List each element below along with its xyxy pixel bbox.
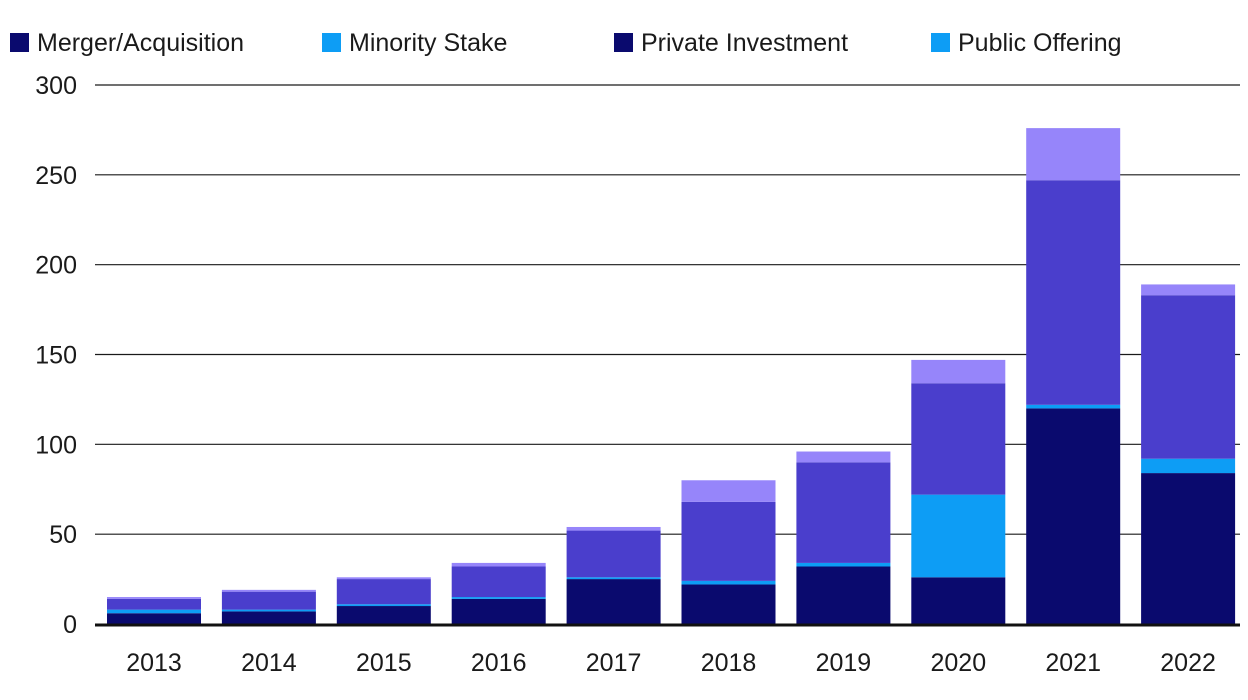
bar-2021-merger-acquisition: [1026, 180, 1121, 405]
bar-2017-merger-acquisition: [566, 530, 661, 578]
x-tick-label-2021: 2021: [1045, 649, 1101, 677]
y-tick-label-150: 150: [35, 342, 77, 370]
bar-2021-public-offering: [1026, 404, 1121, 409]
bar-2013-private-investment: [107, 613, 201, 624]
x-axis-ticks: 2013 2014 2015 2016 2017 2018 2019 2020 2021 2022: [126, 649, 1216, 677]
bar-2017-public-offering: [566, 577, 661, 580]
bar-2016-merger-acquisition: [451, 566, 546, 598]
bar-2019-merger-acquisition: [796, 462, 891, 563]
bar-2022-private-investment: [1141, 473, 1236, 624]
y-tick-label-200: 200: [35, 252, 77, 280]
bar-2018-merger-acquisition: [681, 501, 776, 581]
bar-2019-private-investment: [796, 566, 891, 624]
bar-2018-private-investment: [681, 584, 776, 624]
bar-2021-private-investment: [1026, 408, 1121, 624]
y-tick-label-0: 0: [63, 611, 77, 639]
x-tick-label-2022: 2022: [1160, 649, 1216, 677]
legend-swatch-0: [10, 33, 29, 52]
x-tick-label-2015: 2015: [356, 649, 412, 677]
x-tick-label-2016: 2016: [471, 649, 527, 677]
x-tick-label-2019: 2019: [816, 649, 872, 677]
bar-2017-minority-stake: [566, 526, 661, 531]
bar-2015-public-offering: [336, 604, 431, 607]
legend-swatch-2: [614, 33, 633, 52]
y-tick-label-300: 300: [35, 72, 77, 100]
bar-2020-public-offering: [911, 494, 1006, 578]
bar-2013-public-offering: [107, 609, 201, 614]
x-tick-label-2020: 2020: [930, 649, 986, 677]
legend-swatch-3: [931, 33, 950, 52]
bar-2014-minority-stake: [221, 589, 316, 592]
bar-2021-minority-stake: [1026, 128, 1121, 181]
legend-label-2: Private Investment: [641, 29, 848, 57]
x-tick-label-2013: 2013: [126, 649, 182, 677]
x-tick-label-2017: 2017: [586, 649, 642, 677]
bar-2014-private-investment: [221, 611, 316, 624]
bar-2020-minority-stake: [911, 359, 1006, 384]
legend-swatch-1: [322, 33, 341, 52]
bar-2020-merger-acquisition: [911, 383, 1006, 495]
bars: [107, 128, 1236, 624]
bar-2014-merger-acquisition: [221, 591, 316, 610]
bar-2013-minority-stake: [107, 597, 201, 599]
x-tick-label-2014: 2014: [241, 649, 297, 677]
bar-2016-public-offering: [451, 597, 546, 599]
bar-2022-public-offering: [1141, 458, 1236, 474]
bar-2020-private-investment: [911, 577, 1006, 624]
x-tick-label-2018: 2018: [701, 649, 757, 677]
bar-2013-merger-acquisition: [107, 598, 201, 610]
bar-2015-minority-stake: [336, 577, 431, 580]
bar-2019-public-offering: [796, 562, 891, 567]
bar-2019-minority-stake: [796, 451, 891, 463]
bar-2015-merger-acquisition: [336, 579, 431, 605]
bar-2015-private-investment: [336, 606, 431, 624]
bar-2022-minority-stake: [1141, 284, 1236, 296]
bar-2017-private-investment: [566, 579, 661, 624]
bar-2022-merger-acquisition: [1141, 295, 1236, 459]
y-axis-ticks: 0 50 100 150 200 250 300: [35, 72, 77, 639]
legend-label-1: Minority Stake: [349, 29, 507, 57]
y-tick-label-250: 250: [35, 162, 77, 190]
legend: Merger/Acquisition Minority Stake Private …: [10, 29, 1122, 57]
bar-2018-minority-stake: [681, 480, 776, 502]
legend-label-3: Public Offering: [958, 29, 1122, 57]
y-tick-label-50: 50: [49, 521, 77, 549]
bar-2014-public-offering: [221, 609, 316, 612]
bar-2016-minority-stake: [451, 562, 546, 567]
bar-2018-public-offering: [681, 580, 776, 585]
legend-label-0: Merger/Acquisition: [37, 29, 244, 57]
bar-2016-private-investment: [451, 598, 546, 624]
y-tick-label-100: 100: [35, 431, 77, 459]
